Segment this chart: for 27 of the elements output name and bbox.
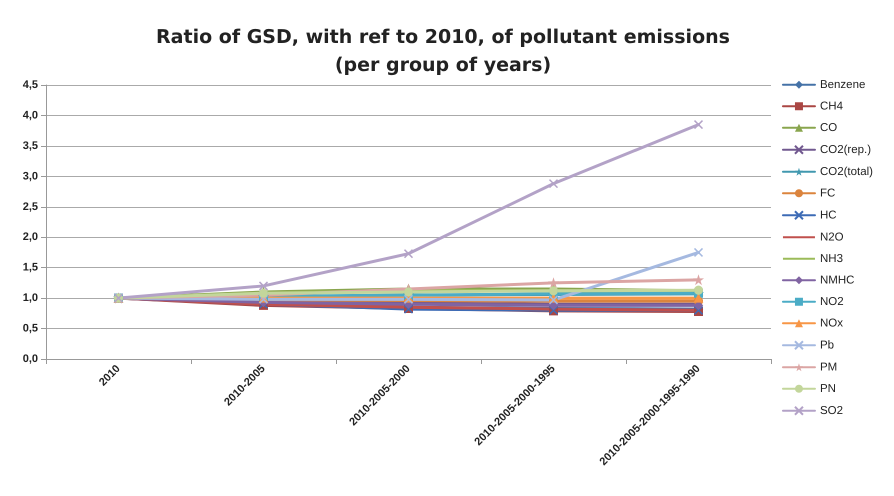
- y-tick-label: 3,5: [22, 140, 38, 152]
- y-tick-label: 0,0: [22, 353, 38, 365]
- y-tick-label: 0,5: [22, 322, 38, 335]
- legend-label: CO2(rep.): [820, 144, 872, 156]
- legend-label: CO2(total): [820, 166, 874, 178]
- y-tick-label: 2,0: [22, 231, 38, 244]
- chart-title: Ratio of GSD, with ref to 2010, of pollutant emissions (per group of years): [156, 26, 730, 76]
- legend-label: Benzene: [820, 78, 866, 91]
- legend-label: PN: [820, 382, 836, 395]
- y-tick-label: 1,5: [22, 262, 38, 274]
- legend-label: NO2: [820, 296, 844, 308]
- legend-label: NMHC: [820, 274, 854, 286]
- legend-label: PM: [820, 361, 838, 374]
- legend-label: SO2: [820, 404, 843, 417]
- y-tick-label: 3,0: [22, 170, 38, 182]
- y-tick-label: 4,0: [22, 109, 38, 122]
- y-tick-label: 1,0: [22, 292, 38, 304]
- y-tick-label: 4,5: [22, 79, 38, 91]
- legend-label: CH4: [820, 100, 844, 112]
- legend-label: NH3: [820, 252, 843, 265]
- legend-label: N2O: [820, 231, 844, 244]
- legend-label: FC: [820, 187, 836, 200]
- y-tick-label: 2,5: [22, 200, 38, 213]
- legend-label: NOx: [820, 317, 844, 330]
- legend-label: Pb: [820, 339, 834, 352]
- legend-label: HC: [820, 209, 837, 222]
- legend-label: CO: [820, 122, 838, 134]
